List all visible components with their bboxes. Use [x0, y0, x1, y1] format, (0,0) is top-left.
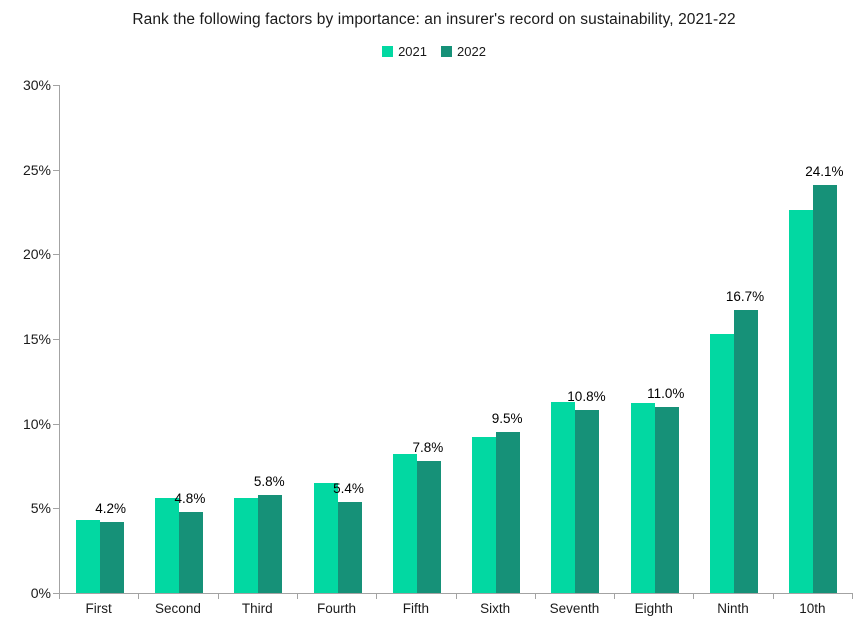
y-axis-tick-mark [53, 169, 59, 171]
data-label-2022-first: 4.2% [95, 500, 127, 516]
x-axis-tick-mark [138, 594, 140, 599]
bar-2021-second [154, 498, 179, 593]
bar-2022-fourth [337, 501, 362, 593]
legend-item-2022: 2022 [441, 44, 486, 59]
legend-label-2021: 2021 [398, 44, 427, 59]
bar-2021-fifth [392, 454, 417, 593]
y-axis-tick-mark [53, 339, 59, 340]
x-axis-tick-mark [376, 594, 378, 599]
bar-2021-ninth [710, 333, 735, 593]
x-axis-tick-mark [296, 594, 298, 599]
legend-swatch-2022 [441, 46, 452, 57]
x-axis-category-label-10th: 10th [799, 601, 826, 616]
y-axis-tick-mark [53, 85, 59, 86]
bar-2022-third [258, 494, 283, 593]
x-axis-category-label-fifth: Fifth [402, 601, 429, 616]
data-label-2022-seventh: 10.8% [567, 389, 606, 405]
x-axis-category-label-third: Third [241, 601, 273, 616]
y-axis-tick-label-15: 15% [22, 331, 51, 347]
data-label-2022-sixth: 9.5% [491, 411, 523, 427]
x-axis-tick-mark [59, 594, 60, 599]
y-axis-tick-label-20: 20% [22, 246, 51, 263]
legend: 2021 2022 [0, 44, 868, 59]
x-axis-category-label-sixth: Sixth [480, 601, 511, 616]
data-label-2022-fourth: 5.4% [333, 480, 364, 496]
x-axis-category-label-eighth: Eighth [634, 601, 673, 616]
y-axis-tick-label-30: 30% [22, 77, 51, 93]
x-axis-category-label-fourth: Fourth [317, 601, 357, 616]
y-axis-tick-label-0: 0% [30, 585, 51, 601]
y-axis-tick-mark [53, 593, 59, 594]
bar-2022-second [178, 511, 203, 593]
x-axis-tick-mark [217, 594, 219, 599]
data-label-2022-fifth: 7.8% [412, 439, 444, 455]
bar-2021-sixth [472, 437, 497, 593]
bar-2021-first [75, 520, 100, 593]
bar-2022-10th [813, 184, 838, 593]
legend-label-2022: 2022 [457, 44, 486, 59]
x-axis-category-label-first: First [85, 601, 112, 616]
bar-2021-seventh [551, 401, 576, 593]
x-axis-tick-mark [772, 594, 774, 599]
bar-2021-10th [789, 210, 814, 593]
y-axis-tick-mark [53, 254, 59, 256]
y-axis-tick-label-5: 5% [30, 500, 51, 517]
bar-2022-sixth [496, 432, 521, 593]
plot-area [59, 85, 853, 594]
bar-2022-seventh [575, 410, 600, 593]
bar-2022-eighth [654, 406, 679, 593]
data-label-2022-second: 4.8% [174, 490, 206, 506]
data-label-2022-eighth: 11.0% [647, 385, 685, 401]
legend-swatch-2021 [382, 46, 394, 57]
legend-item-2021: 2021 [382, 44, 427, 59]
x-axis-category-label-second: Second [155, 601, 201, 616]
data-label-2022-ninth: 16.7% [725, 289, 765, 305]
bar-2021-third [234, 498, 259, 593]
x-axis-tick-mark [534, 594, 536, 599]
bar-2021-fourth [313, 482, 338, 593]
x-axis-tick-mark [614, 594, 616, 599]
x-axis-category-label-ninth: Ninth [717, 601, 749, 616]
bar-2022-first [99, 521, 124, 593]
chart-title: Rank the following factors by importance… [132, 11, 736, 28]
data-label-2022-third: 5.8% [253, 473, 285, 489]
x-axis-tick-mark [852, 594, 853, 599]
data-label-2022-10th: 24.1% [805, 163, 844, 179]
y-axis-tick-label-10: 10% [22, 415, 51, 432]
bar-2022-ninth [734, 310, 759, 593]
y-axis-tick-mark [53, 423, 59, 425]
x-axis-tick-mark [455, 594, 457, 599]
x-axis-tick-mark [693, 594, 695, 599]
bar-2021-eighth [630, 403, 655, 593]
x-axis-category-label-seventh: Seventh [549, 601, 600, 616]
bar-2022-fifth [416, 460, 441, 593]
y-axis-tick-label-25: 25% [22, 161, 51, 178]
y-axis-tick-mark [53, 508, 59, 510]
